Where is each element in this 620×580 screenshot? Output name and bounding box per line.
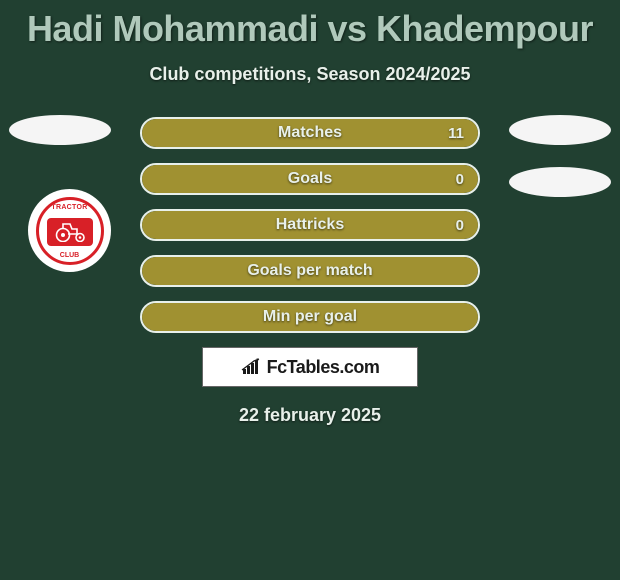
brand-text: FcTables.com [267,357,380,378]
stat-label: Goals per match [142,257,478,285]
stat-label: Hattricks [142,211,478,239]
tractor-icon [53,222,87,242]
stat-label: Matches [142,119,478,147]
stat-value-right: 0 [456,165,464,193]
player-avatar-right-1 [509,115,611,145]
club-badge-upper-text: TRACTOR [45,204,95,211]
brand-box: FcTables.com [202,347,418,387]
stats-column: Matches 11 Goals 0 Hattricks 0 Goals per… [140,117,480,333]
club-badge-lower-text: CLUB [39,252,101,259]
stat-row-goals: Goals 0 [140,163,480,195]
stat-row-gpm: Goals per match [140,255,480,287]
page-title: Hadi Mohammadi vs Khadempour [0,0,620,50]
club-badge-graphic [47,218,93,246]
stat-row-matches: Matches 11 [140,117,480,149]
player-avatar-left [9,115,111,145]
content-area: TRACTOR CLUB Matches 11 [0,117,620,426]
stat-label: Min per goal [142,303,478,331]
stat-value-right: 11 [448,119,464,147]
date-line: 22 february 2025 [0,405,620,426]
stat-label: Goals [142,165,478,193]
player-avatar-right-2 [509,167,611,197]
page-subtitle: Club competitions, Season 2024/2025 [0,64,620,85]
chart-icon [241,358,263,376]
club-badge-inner: TRACTOR CLUB [36,197,104,265]
stat-row-hattricks: Hattricks 0 [140,209,480,241]
stat-row-mpg: Min per goal [140,301,480,333]
stat-value-right: 0 [456,211,464,239]
club-badge: TRACTOR CLUB [28,189,111,272]
